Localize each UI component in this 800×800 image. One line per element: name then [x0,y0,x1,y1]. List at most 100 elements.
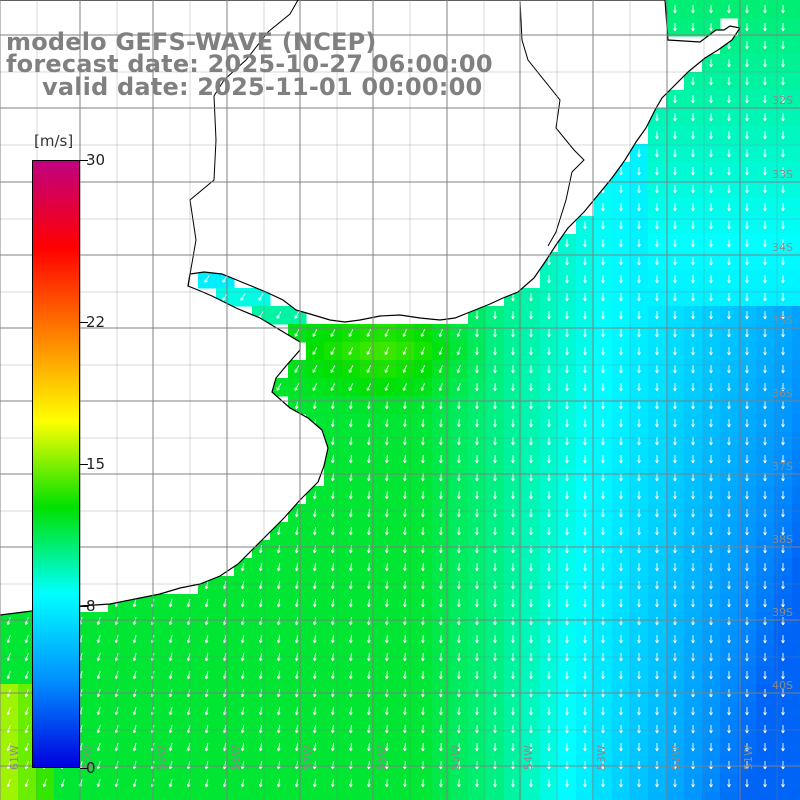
wind-arrow [547,275,551,284]
field-cell [432,792,451,800]
wind-arrow [745,293,749,302]
wind-arrow [601,329,605,338]
colorbar-tick-label: 30 [86,151,106,169]
wind-arrow [727,239,731,248]
wind-arrow [745,275,749,284]
latitude-label: 32S [772,94,793,107]
wind-arrow [709,293,713,302]
wind-arrow [420,329,425,338]
wind-arrow [222,293,228,301]
field-cell [468,792,487,800]
field-cell [378,792,397,800]
wind-arrow [727,203,731,212]
field-cell [792,612,800,631]
field-cell [792,108,800,127]
wind-arrow [565,239,569,248]
wind-arrow [709,167,713,176]
latitude-label: 37S [772,460,793,473]
field-cell [792,540,800,559]
wind-arrow [727,77,731,86]
wind-arrow [727,311,731,320]
wind-arrow [655,149,659,158]
wind-arrow [709,113,713,122]
wind-arrow [619,329,623,338]
longitude-label: 58W [229,745,242,770]
wind-arrow [745,113,749,122]
colorbar-unit: [m/s] [34,132,74,150]
wind-arrow [781,149,785,158]
wind-arrow [312,329,318,337]
wind-arrow [204,275,210,283]
wind-arrow [727,275,731,284]
colorbar-tick-label: 22 [86,313,106,332]
wind-arrow [529,311,533,320]
wind-arrow [583,329,587,338]
wind-arrow [691,77,695,86]
wind-arrow [276,311,282,319]
wind-arrow [763,59,767,68]
wind-arrow [637,239,641,248]
field-cell [792,360,800,379]
wind-arrow [781,257,785,266]
wind-arrow [727,329,731,338]
wind-arrow [493,328,497,338]
wind-arrow [619,275,623,284]
wind-arrow [565,311,569,320]
wind-arrow [366,329,372,337]
wind-arrow [709,275,713,284]
wind-arrow [691,257,695,266]
field-cell [792,504,800,523]
wind-arrow [655,293,659,302]
field-cell [54,792,73,800]
field-cell [216,792,235,800]
longitude-label: 61W [8,745,21,770]
wind-arrow [763,77,767,86]
wind-arrow [709,329,713,338]
wind-arrow [619,221,623,230]
wind-arrow [745,185,749,194]
wind-arrow [763,185,767,194]
wind-arrow [745,239,749,248]
wind-arrow [655,185,659,194]
wind-arrow [493,310,497,320]
field-cell [792,18,800,37]
wind-arrow [511,310,515,320]
wind-arrow [709,185,713,194]
latitude-label: 34S [772,241,793,254]
field-cell [792,90,800,109]
latitude-label: 39S [772,606,793,619]
wind-arrow [781,59,785,68]
wind-arrow [691,149,695,158]
wind-arrow [511,328,515,338]
field-cell [792,396,800,415]
wind-arrow [565,293,569,302]
wind-arrow [619,203,623,212]
wind-arrow [727,167,731,176]
wind-arrow [781,311,785,320]
wind-arrow [745,203,749,212]
wind-vector-arrows [6,5,785,788]
wind-arrow [781,203,785,212]
wind-arrow [691,167,695,176]
wind-arrow [601,257,605,266]
wind-arrow [258,293,264,301]
field-cell [288,792,307,800]
field-cell [666,792,685,800]
field-cell [342,792,361,800]
colorbar [32,160,80,768]
wind-arrow [655,257,659,266]
wind-arrow [619,185,623,194]
wind-arrow [763,95,767,104]
wind-arrow [294,329,300,337]
field-cell [792,702,800,721]
field-cell [792,738,800,757]
field-cell [414,792,433,800]
field-cell [720,792,739,800]
wind-arrow [673,329,677,338]
wind-arrow [438,329,443,338]
wind-arrow [547,293,551,302]
field-cell [306,792,325,800]
longitude-label: 53W [595,745,608,770]
field-cell [612,792,631,800]
longitude-label: 55W [449,745,462,770]
